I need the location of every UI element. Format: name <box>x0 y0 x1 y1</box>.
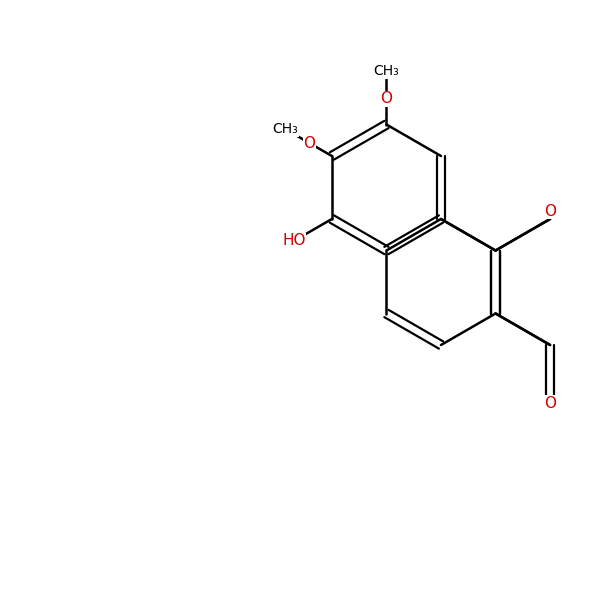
Text: CH₃: CH₃ <box>374 64 400 78</box>
Text: HO: HO <box>282 233 305 248</box>
Text: O: O <box>380 91 392 106</box>
Text: O: O <box>544 396 556 411</box>
Text: O: O <box>544 204 556 219</box>
Text: O: O <box>304 136 316 151</box>
Text: CH₃: CH₃ <box>272 122 298 136</box>
